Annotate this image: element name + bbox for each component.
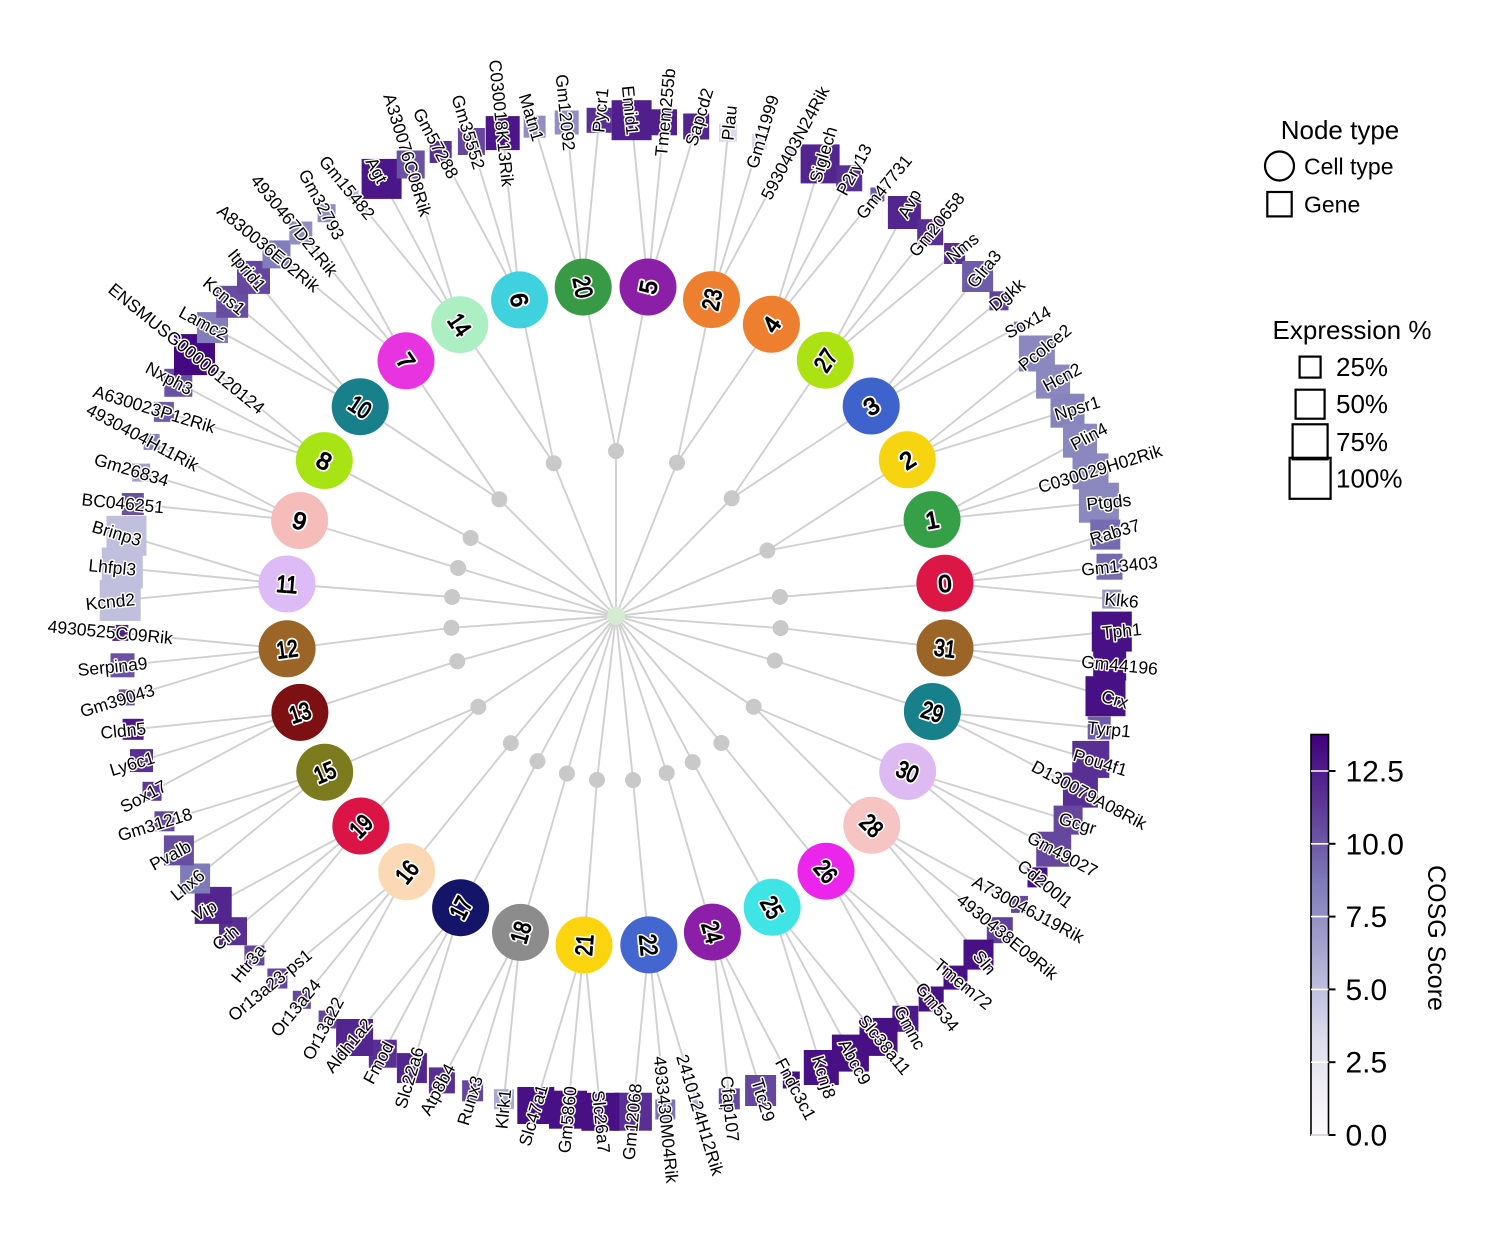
svg-text:21: 21	[571, 933, 600, 957]
svg-text:22: 22	[633, 933, 662, 957]
svg-text:Gene: Gene	[1304, 192, 1360, 218]
svg-text:5.0: 5.0	[1346, 974, 1388, 1007]
svg-text:Kcnd2: Kcnd2	[85, 589, 136, 614]
svg-text:21: 21	[571, 933, 600, 957]
svg-text:11: 11	[275, 571, 299, 600]
svg-text:25%: 25%	[1336, 352, 1388, 382]
svg-text:10.0: 10.0	[1346, 828, 1404, 861]
svg-text:0: 0	[937, 570, 953, 598]
svg-text:22: 22	[633, 933, 662, 957]
svg-text:31: 31	[933, 634, 958, 663]
svg-text:1: 1	[923, 506, 941, 535]
svg-text:Node type: Node type	[1281, 115, 1400, 145]
svg-text:29: 29	[918, 696, 947, 728]
svg-text:Tyrp1: Tyrp1	[1086, 717, 1132, 741]
svg-text:COSG Score: COSG Score	[1422, 865, 1450, 1011]
svg-text:Emid1: Emid1	[618, 85, 643, 136]
svg-text:0: 0	[937, 570, 953, 598]
svg-text:7.5: 7.5	[1346, 901, 1388, 934]
svg-text:Expression %: Expression %	[1273, 315, 1432, 345]
svg-text:12: 12	[275, 635, 300, 665]
svg-text:31: 31	[933, 634, 958, 663]
svg-text:11: 11	[275, 571, 299, 600]
svg-text:75%: 75%	[1336, 427, 1388, 457]
svg-text:12.5: 12.5	[1346, 756, 1404, 789]
svg-text:100%: 100%	[1336, 463, 1403, 493]
svg-text:Klk6: Klk6	[1104, 589, 1140, 612]
svg-text:50%: 50%	[1336, 389, 1388, 419]
svg-text:Plau: Plau	[718, 105, 741, 142]
svg-text:Klrk1: Klrk1	[491, 1088, 515, 1130]
svg-text:Tph1: Tph1	[1101, 619, 1143, 643]
svg-text:5: 5	[635, 278, 664, 296]
svg-text:Cell type: Cell type	[1304, 154, 1393, 180]
svg-text:Pycr1: Pycr1	[588, 87, 612, 133]
svg-text:0.0: 0.0	[1346, 1120, 1388, 1153]
svg-text:6: 6	[504, 291, 533, 310]
svg-text:2.5: 2.5	[1346, 1047, 1388, 1080]
svg-text:Cldn5: Cldn5	[99, 718, 147, 743]
